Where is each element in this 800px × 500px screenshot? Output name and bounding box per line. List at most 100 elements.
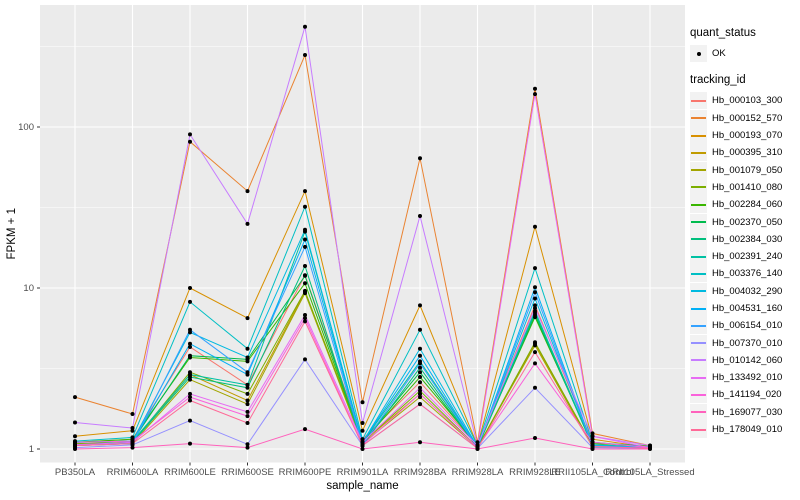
legend-item-Hb_006154_010: Hb_006154_010 bbox=[690, 317, 798, 335]
data-point bbox=[475, 446, 480, 451]
data-point bbox=[188, 353, 192, 358]
data-point bbox=[418, 395, 422, 400]
x-tick-label: RRIM928BA bbox=[394, 467, 447, 478]
data-point bbox=[130, 435, 135, 440]
data-point bbox=[188, 341, 192, 346]
legend-item-label: Hb_002384_030 bbox=[712, 233, 783, 245]
legend-item-Hb_000103_300: Hb_000103_300 bbox=[690, 92, 798, 110]
legend-item-Hb_133492_010: Hb_133492_010 bbox=[690, 369, 798, 387]
legend: quant_status OK tracking_id Hb_000103_30… bbox=[690, 26, 798, 439]
data-point bbox=[245, 391, 250, 396]
legend-key-line-icon bbox=[690, 421, 707, 439]
x-tick-label: RRIM928LE bbox=[509, 467, 561, 478]
legend-key-line-icon bbox=[690, 109, 707, 127]
data-point bbox=[303, 281, 307, 286]
data-point bbox=[188, 299, 192, 304]
data-point bbox=[360, 400, 365, 405]
x-axis-title: sample_name bbox=[326, 480, 398, 492]
data-point bbox=[303, 53, 307, 57]
data-point bbox=[130, 412, 135, 416]
legend-item-Hb_178049_010: Hb_178049_010 bbox=[690, 421, 798, 439]
data-point bbox=[418, 365, 422, 370]
data-point bbox=[303, 204, 307, 209]
legend-key-line-icon bbox=[690, 92, 707, 110]
data-point bbox=[188, 418, 192, 423]
data-point bbox=[245, 382, 250, 387]
data-point bbox=[188, 398, 192, 403]
data-point bbox=[533, 385, 537, 390]
data-point bbox=[73, 395, 77, 400]
data-point bbox=[533, 224, 537, 229]
legend-tracking-items: Hb_000103_300 Hb_000152_570 Hb_000193_070 H… bbox=[690, 92, 798, 439]
data-point bbox=[418, 353, 422, 358]
data-point bbox=[418, 391, 422, 396]
legend-item-label: Hb_000152_570 bbox=[712, 112, 783, 124]
data-point bbox=[533, 296, 537, 301]
data-point bbox=[590, 437, 595, 442]
data-point bbox=[188, 391, 192, 396]
data-point bbox=[73, 434, 77, 439]
data-point bbox=[130, 445, 135, 450]
legend-tracking-id-title: tracking_id bbox=[690, 74, 746, 87]
legend-item-Hb_004032_290: Hb_004032_290 bbox=[690, 282, 798, 300]
legend-key-line-icon bbox=[690, 127, 707, 145]
data-point bbox=[303, 237, 307, 242]
data-point bbox=[533, 86, 537, 91]
legend-item-label: Hb_001410_080 bbox=[712, 181, 783, 193]
data-point bbox=[418, 346, 422, 351]
data-point bbox=[303, 244, 307, 249]
data-point bbox=[245, 316, 250, 321]
data-point bbox=[303, 427, 307, 432]
data-point bbox=[303, 189, 307, 194]
data-point bbox=[245, 385, 250, 390]
legend-item-ok-label: OK bbox=[712, 48, 726, 60]
legend-item-label: Hb_007370_010 bbox=[712, 337, 783, 349]
legend-item-Hb_141194_020: Hb_141194_020 bbox=[690, 386, 798, 404]
data-point bbox=[188, 286, 192, 290]
x-tick-label: RRIM600PE bbox=[279, 467, 332, 478]
data-point bbox=[188, 132, 192, 137]
legend-key-line-icon bbox=[690, 317, 707, 335]
data-point bbox=[590, 434, 595, 439]
data-point bbox=[130, 441, 135, 446]
data-point bbox=[360, 443, 365, 448]
legend-key-line-icon bbox=[690, 300, 707, 317]
y-tick-label: 10 bbox=[23, 283, 34, 294]
legend-item-label: Hb_000103_300 bbox=[712, 95, 783, 107]
data-point bbox=[73, 443, 77, 448]
legend-item-ok: OK bbox=[690, 45, 798, 63]
x-tick-label: RRIM928LA bbox=[452, 467, 504, 478]
legend-item-label: Hb_010142_060 bbox=[712, 354, 783, 366]
data-point bbox=[303, 288, 307, 293]
data-point bbox=[533, 92, 537, 97]
data-point bbox=[418, 440, 422, 445]
data-point bbox=[533, 285, 537, 290]
legend-quant-status-title: quant_status bbox=[690, 27, 756, 39]
legend-key-line-icon bbox=[690, 144, 707, 162]
legend-item-Hb_169077_030: Hb_169077_030 bbox=[690, 403, 798, 421]
legend-item-Hb_002284_060: Hb_002284_060 bbox=[690, 196, 798, 214]
data-point bbox=[245, 346, 250, 351]
legend-key-line-icon bbox=[690, 161, 707, 179]
data-point bbox=[73, 440, 77, 445]
data-point bbox=[648, 446, 652, 451]
legend-item-label: Hb_002370_050 bbox=[712, 216, 783, 228]
data-point bbox=[418, 375, 422, 379]
legend-item-label: Hb_000395_310 bbox=[712, 147, 783, 159]
data-point bbox=[418, 303, 422, 308]
legend-item-label: Hb_000193_070 bbox=[712, 130, 783, 142]
data-point bbox=[245, 445, 250, 450]
data-point bbox=[188, 345, 192, 349]
data-point bbox=[303, 24, 307, 29]
x-tick-label: PB350LA bbox=[55, 467, 96, 478]
data-point bbox=[245, 370, 250, 375]
legend-key-line-icon bbox=[690, 248, 707, 266]
data-point bbox=[245, 421, 250, 425]
legend-item-label: Hb_006154_010 bbox=[712, 320, 783, 332]
data-point bbox=[590, 444, 595, 449]
legend-item-label: Hb_178049_010 bbox=[712, 424, 783, 436]
data-point bbox=[245, 442, 250, 447]
data-point bbox=[303, 273, 307, 278]
